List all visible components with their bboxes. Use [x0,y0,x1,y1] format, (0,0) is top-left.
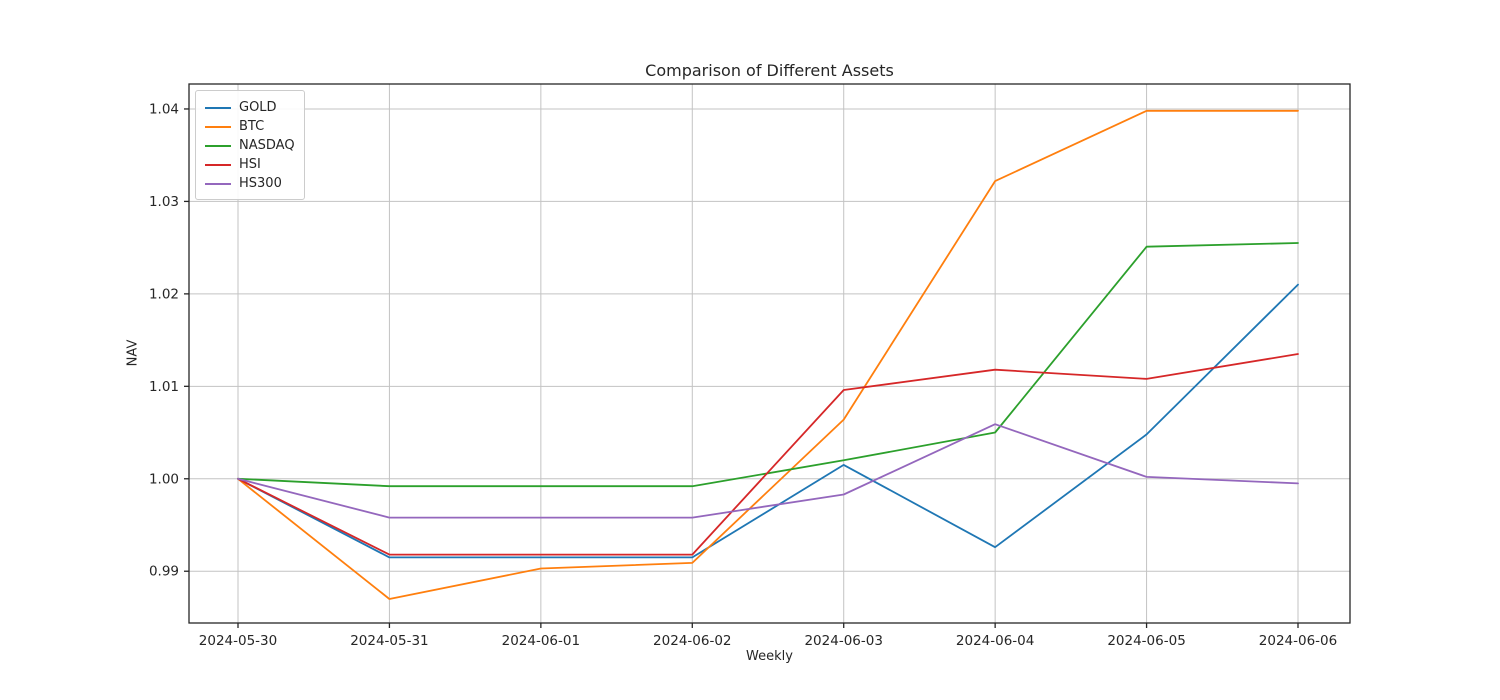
x-tick-label: 2024-06-06 [1259,633,1337,649]
x-tick-label: 2024-06-04 [956,633,1034,649]
legend-line-swatch [205,163,231,166]
series-line-nasdaq [237,242,1299,488]
series-line-gold [237,283,1299,559]
series-line-hsi [237,353,1299,556]
y-tick-label: 1.04 [149,101,179,117]
x-tick-label: 2024-06-02 [653,633,731,649]
y-tick-label: 1.01 [149,379,179,395]
legend-label: HSI [239,157,261,172]
legend-label: HS300 [239,176,282,191]
legend-entry-gold: GOLD [205,98,295,117]
x-tick-label: 2024-06-05 [1107,633,1185,649]
series-line-btc [237,109,1299,600]
x-tick-label: 2024-05-31 [350,633,428,649]
legend-line-swatch [205,182,231,185]
legend: GOLD BTC NASDAQ HSI HS300 [195,90,305,200]
y-tick-label: 1.00 [149,471,179,487]
y-tick-label: 0.99 [149,564,179,580]
legend-label: NASDAQ [239,138,295,153]
legend-entry-hs300: HS300 [205,174,295,193]
chart-title: Comparison of Different Assets [645,61,894,80]
x-axis-label: Weekly [746,649,793,664]
axes-spines [188,83,1351,624]
x-tick-label: 2024-05-30 [199,633,277,649]
legend-entry-nasdaq: NASDAQ [205,136,295,155]
x-tick-label: 2024-06-03 [804,633,882,649]
y-tick-label: 1.03 [149,194,179,210]
legend-entry-btc: BTC [205,117,295,136]
legend-label: GOLD [239,100,277,115]
series-line-hs300 [237,423,1299,519]
legend-line-swatch [205,125,231,128]
legend-label: BTC [239,119,265,134]
legend-line-swatch [205,106,231,109]
legend-entry-hsi: HSI [205,155,295,174]
y-axis-label: NAV [125,339,141,367]
x-tick-label: 2024-06-01 [502,633,580,649]
y-tick-label: 1.02 [149,286,179,302]
legend-line-swatch [205,144,231,147]
